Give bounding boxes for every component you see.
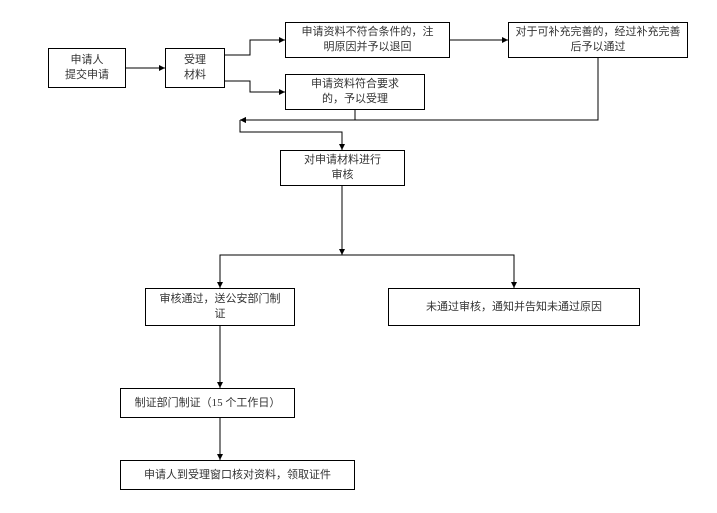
node-review-fail-notify: 未通过审核，通知并告知未通过原因 — [388, 288, 640, 326]
node-qualified-accept: 申请资料符合要求的，予以受理 — [285, 74, 425, 110]
node-not-qualified-return: 申请资料不符合条件的，注明原因并予以退回 — [285, 22, 450, 58]
node-label: 申请人到受理窗口核对资料，领取证件 — [144, 468, 331, 483]
node-review-pass-send: 审核通过，送公安部门制证 — [145, 288, 295, 326]
node-label: 申请资料符合要求的，予以受理 — [311, 77, 399, 107]
node-label: 未通过审核，通知并告知未通过原因 — [426, 300, 602, 315]
node-accept-materials: 受理材料 — [165, 48, 225, 88]
node-label: 制证部门制证（15 个工作日） — [135, 396, 281, 411]
node-supplement-pass: 对于可补充完善的，经过补充完善后予以通过 — [508, 22, 688, 58]
flowchart-stage: 申请人提交申请 受理材料 申请资料不符合条件的，注明原因并予以退回 对于可补充完… — [0, 0, 717, 513]
node-label: 对申请材料进行审核 — [304, 153, 381, 183]
node-pickup-certificate: 申请人到受理窗口核对资料，领取证件 — [120, 460, 355, 490]
node-label: 申请人提交申请 — [65, 53, 109, 83]
node-label: 受理材料 — [184, 53, 206, 83]
node-applicant-submit: 申请人提交申请 — [48, 48, 126, 88]
node-label: 审核通过，送公安部门制证 — [160, 292, 281, 322]
node-review-materials: 对申请材料进行审核 — [280, 150, 405, 186]
node-make-certificate: 制证部门制证（15 个工作日） — [120, 388, 295, 418]
node-label: 申请资料不符合条件的，注明原因并予以退回 — [302, 25, 434, 55]
node-label: 对于可补充完善的，经过补充完善后予以通过 — [516, 25, 681, 55]
